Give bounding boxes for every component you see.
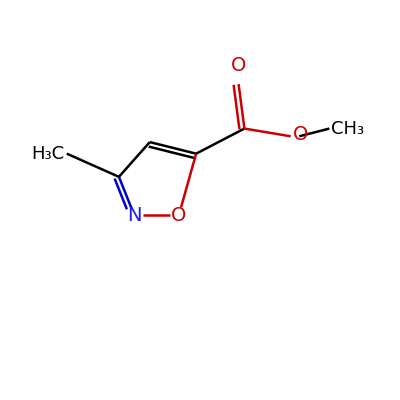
Text: H₃C: H₃C (32, 145, 65, 163)
Text: N: N (127, 206, 142, 225)
Text: O: O (293, 125, 308, 144)
Text: O: O (231, 56, 246, 74)
Text: O: O (171, 206, 186, 225)
Text: CH₃: CH₃ (331, 120, 364, 138)
